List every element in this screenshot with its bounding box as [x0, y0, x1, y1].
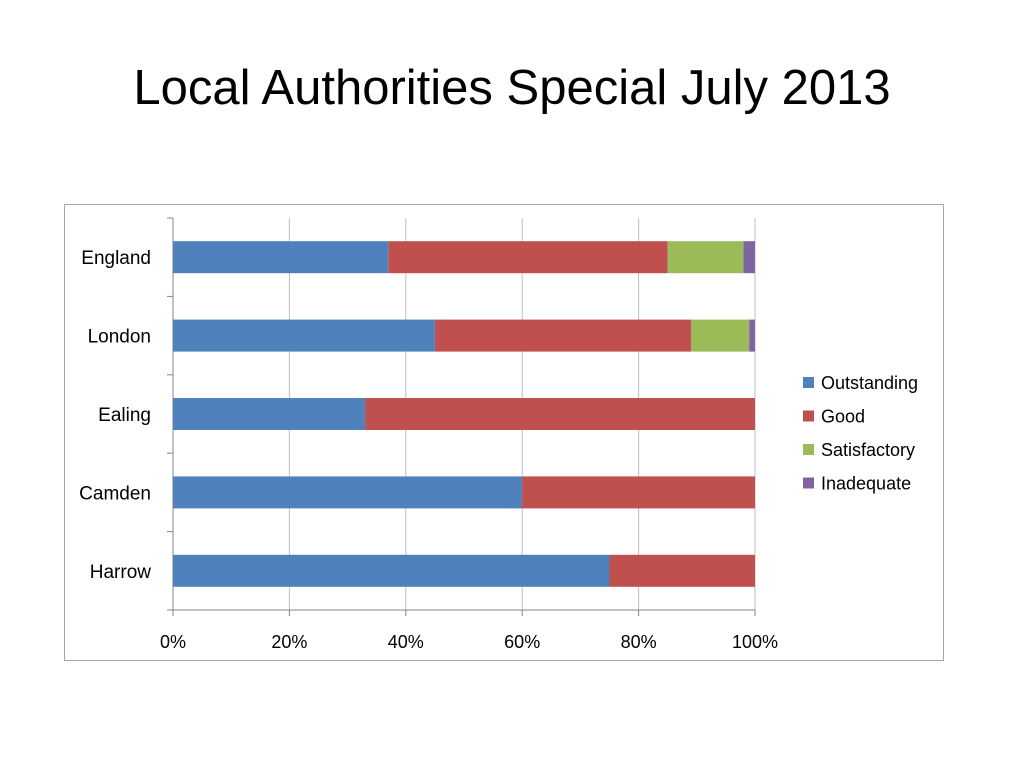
bar-outstanding-london	[173, 319, 435, 352]
slide-title: Local Authorities Special July 2013	[133, 61, 891, 115]
x-tick-label: 0%	[160, 632, 186, 652]
bar-good-harrow	[609, 554, 755, 587]
category-label: Camden	[79, 483, 151, 504]
x-tick-label: 100%	[732, 632, 778, 652]
category-label: Harrow	[90, 562, 152, 583]
legend-label: Satisfactory	[821, 440, 915, 460]
bar-inadequate-england	[743, 241, 755, 274]
x-tick-label: 60%	[504, 632, 540, 652]
bar-outstanding-camden	[173, 476, 523, 509]
category-label: Ealing	[98, 405, 151, 426]
legend-swatch	[803, 477, 814, 489]
legend-label: Good	[821, 407, 865, 427]
legend-swatch	[803, 377, 814, 388]
bar-good-ealing	[365, 398, 755, 430]
x-tick-label: 80%	[621, 632, 657, 652]
legend-swatch	[803, 410, 814, 422]
legend-swatch	[803, 444, 814, 455]
category-label: England	[81, 248, 151, 269]
category-label: London	[88, 327, 151, 348]
bar-good-camden	[522, 476, 755, 509]
bar-good-england	[388, 241, 668, 274]
bar-outstanding-ealing	[173, 398, 366, 430]
bar-satisfactory-england	[667, 241, 744, 274]
chart-frame	[64, 204, 944, 661]
legend-label: Outstanding	[821, 373, 918, 393]
bar-inadequate-london	[749, 319, 755, 352]
bar-outstanding-harrow	[173, 554, 610, 587]
x-tick-label: 40%	[388, 632, 424, 652]
bar-good-london	[434, 319, 691, 352]
x-tick-label: 20%	[271, 632, 307, 652]
legend-label: Inadequate	[821, 474, 911, 494]
bar-satisfactory-london	[690, 319, 750, 352]
bar-outstanding-england	[173, 241, 389, 274]
